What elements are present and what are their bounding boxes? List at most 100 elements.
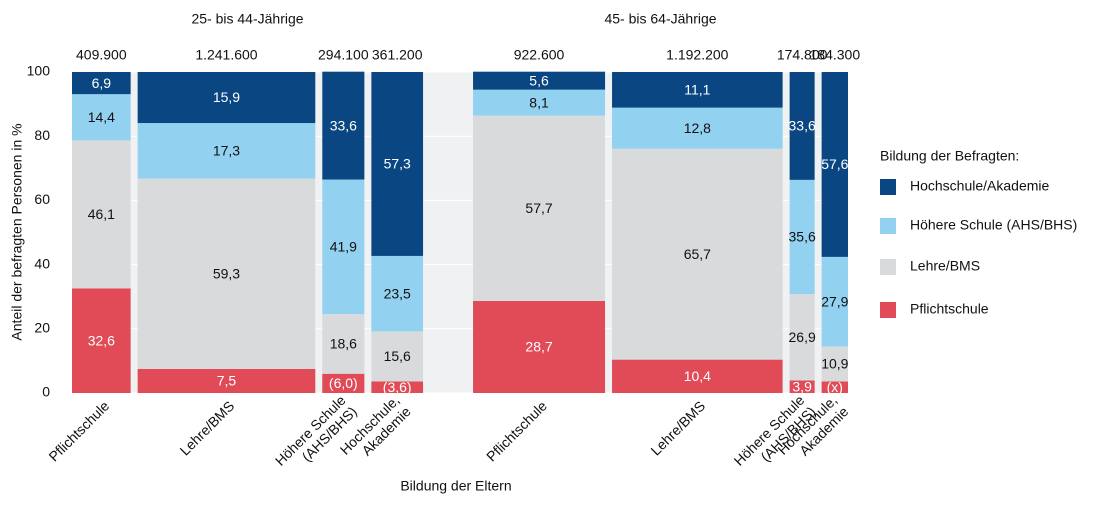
bar-segment <box>821 256 848 347</box>
y-tick-label: 0 <box>42 384 50 400</box>
total-label: 184.300 <box>810 47 861 63</box>
bar-segment <box>137 72 316 124</box>
data-label: 10,4 <box>684 368 711 384</box>
legend-label: Hochschule/Akademie <box>910 178 1050 194</box>
bar-segment <box>371 381 424 393</box>
bar-segment <box>371 255 424 332</box>
y-tick-label: 80 <box>34 127 50 143</box>
data-label: 23,5 <box>384 285 411 301</box>
bar-segment <box>789 294 815 381</box>
x-tick-label-line: Pflichtschule <box>45 397 112 464</box>
legend-title: Bildung der Befragten: <box>880 148 1019 164</box>
y-axis-label: Anteil der befragten Personen in % <box>9 123 25 340</box>
x-axis-label: Bildung der Eltern <box>400 478 511 494</box>
data-label: 14,4 <box>88 109 115 125</box>
y-tick-label: 20 <box>34 320 50 336</box>
data-label: (6,0) <box>329 375 358 391</box>
data-label: 32,6 <box>88 332 115 348</box>
total-label: 174.800 <box>777 47 828 63</box>
bar-segment <box>612 148 783 360</box>
bar-segment <box>72 140 131 289</box>
data-label: 3,9 <box>792 378 812 394</box>
total-label: 294.100 <box>318 47 369 63</box>
bar-segment <box>821 381 848 393</box>
data-label: 27,9 <box>821 293 848 309</box>
bar-segment <box>612 359 783 393</box>
data-label: 10,9 <box>821 356 848 372</box>
bar-segment <box>137 368 316 393</box>
data-label: 11,1 <box>684 82 710 98</box>
x-tick-label: Pflichtschule <box>45 397 112 464</box>
data-label: 65,7 <box>684 246 711 262</box>
x-tick-label: Lehre/BMS <box>647 397 708 458</box>
data-label: 26,9 <box>789 329 816 345</box>
total-label: 1.241.600 <box>195 47 257 63</box>
bar-segment <box>789 179 815 295</box>
legend-swatch <box>880 218 896 234</box>
data-label: 33,6 <box>789 118 816 134</box>
data-label: 57,7 <box>525 200 552 216</box>
data-label: 8,1 <box>529 94 549 110</box>
legend-swatch <box>880 259 896 275</box>
data-label: 41,9 <box>330 238 357 254</box>
bar-segment <box>72 94 131 141</box>
data-label: 59,3 <box>213 265 240 281</box>
legend-label: Höhere Schule (AHS/BHS) <box>910 217 1077 233</box>
bar-segment <box>789 380 815 393</box>
x-tick-label-line: Lehre/BMS <box>176 397 237 458</box>
bar-segment <box>473 71 606 90</box>
legend-label: Pflichtschule <box>910 301 989 317</box>
y-tick-label: 100 <box>27 63 51 79</box>
bar-segment <box>473 300 606 393</box>
legend-swatch <box>880 302 896 318</box>
data-label: 18,6 <box>330 336 357 352</box>
bar-segment <box>371 72 424 256</box>
x-tick-label-line: Lehre/BMS <box>647 397 708 458</box>
bar-segment <box>612 107 783 149</box>
data-label: 15,9 <box>213 89 240 105</box>
bar-segment <box>322 314 365 374</box>
bar-segment <box>789 72 815 180</box>
bar-segment <box>322 373 365 393</box>
data-label: 17,3 <box>213 143 240 159</box>
data-label: 35,6 <box>789 229 816 245</box>
x-tick-label: Lehre/BMS <box>176 397 237 458</box>
bar-segment <box>821 346 848 382</box>
data-label: 57,3 <box>384 156 411 172</box>
bar-segment <box>322 71 365 180</box>
data-label: 28,7 <box>525 339 552 355</box>
legend-swatch <box>880 179 896 195</box>
bar-segment <box>72 72 131 95</box>
bar-segment <box>322 179 365 315</box>
data-label: 12,8 <box>684 120 711 136</box>
data-label: 5,6 <box>529 72 549 88</box>
y-tick-label: 40 <box>34 255 50 271</box>
bar-segment <box>137 123 316 179</box>
total-label: 922.600 <box>514 47 565 63</box>
bar-segment <box>137 178 316 369</box>
total-label: 1.192.200 <box>666 47 728 63</box>
bar-segment <box>72 288 131 393</box>
bar-segment <box>473 89 606 116</box>
bar-segment <box>821 72 848 257</box>
x-tick-label: Pflichtschule <box>483 397 550 464</box>
total-label: 361.200 <box>372 47 423 63</box>
group-label: 25- bis 44-Jährige <box>191 11 303 27</box>
data-label: 15,6 <box>384 348 411 364</box>
x-tick-label-line: Pflichtschule <box>483 397 550 464</box>
y-tick-label: 60 <box>34 191 50 207</box>
data-label: 57,6 <box>821 156 848 172</box>
group-label: 45- bis 64-Jährige <box>604 11 716 27</box>
data-label: 33,6 <box>330 117 357 133</box>
total-label: 409.900 <box>76 47 127 63</box>
data-label: 6,9 <box>92 75 112 91</box>
data-label: 46,1 <box>88 206 115 222</box>
legend-label: Lehre/BMS <box>910 258 980 274</box>
data-label: (x) <box>827 379 843 395</box>
bar-segment <box>612 72 783 108</box>
bar-segment <box>473 115 606 301</box>
data-label: (3,6) <box>383 379 412 395</box>
bar-segment <box>371 331 424 382</box>
data-label: 7,5 <box>217 373 237 389</box>
